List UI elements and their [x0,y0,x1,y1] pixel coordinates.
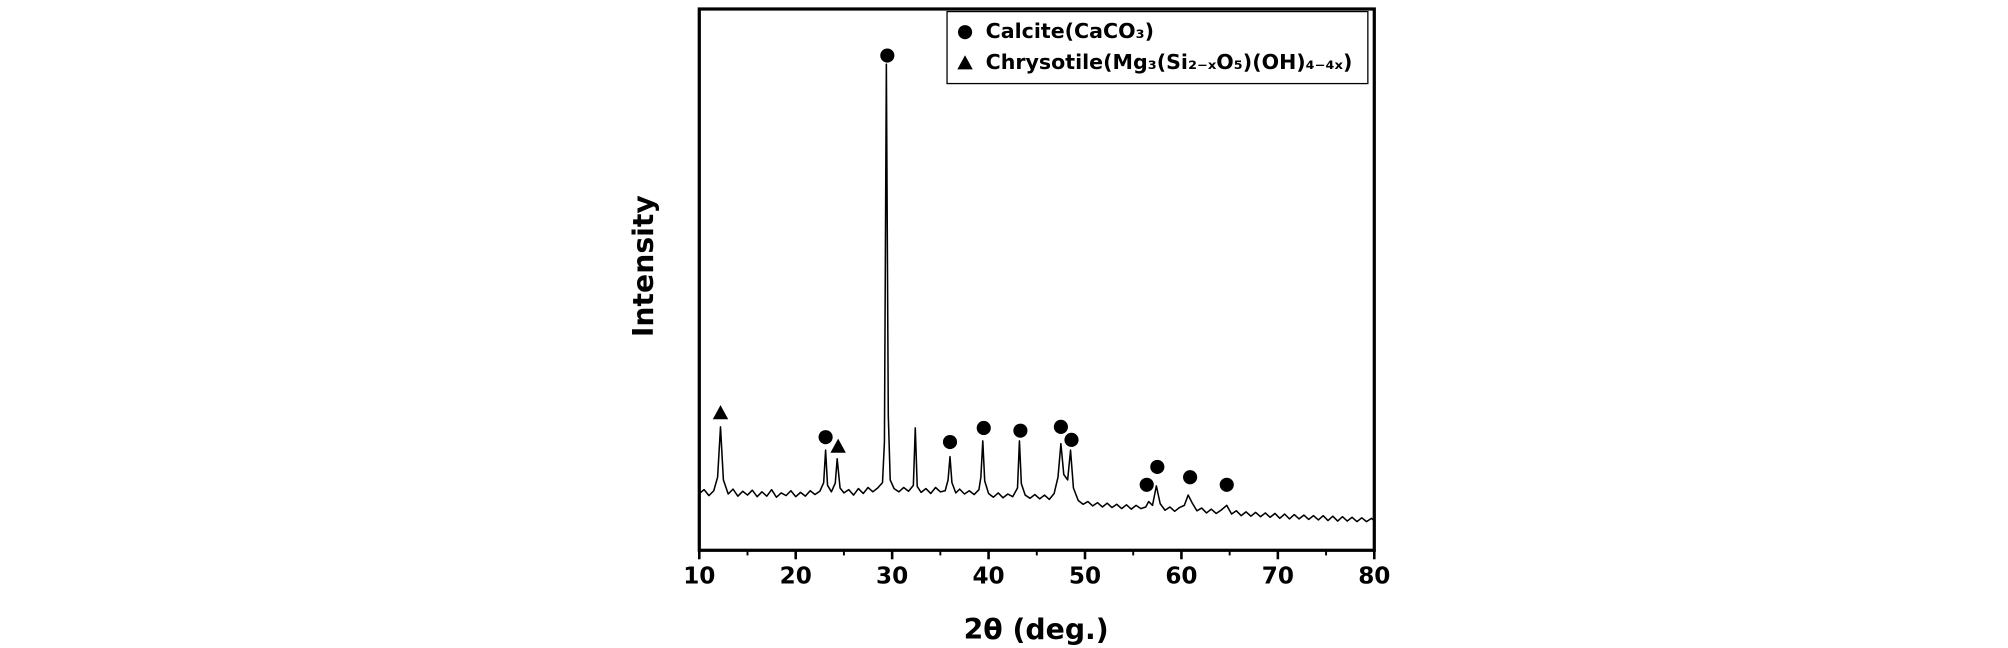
x-axis-label: 2θ (deg.) [964,613,1109,646]
legend-label: Calcite(CaCO₃) [986,19,1154,43]
peak-marker [1183,470,1198,485]
peak-marker [942,434,958,450]
peak-marker [818,430,833,445]
xrd-pattern [698,63,1375,523]
peak-marker [1139,477,1154,492]
x-tick-label: 50 [1069,564,1101,590]
peak-marker [830,438,846,453]
peak-marker [1053,419,1068,434]
x-tick-label: 40 [972,564,1004,590]
x-tick-label: 80 [1358,564,1390,590]
x-tick-label: 20 [780,564,812,590]
peak-marker [1013,423,1028,438]
x-tick-label: 30 [876,564,908,590]
peak-marker [1219,477,1234,492]
peak-marker [1064,432,1079,447]
legend-symbol [957,25,973,40]
x-tick-label: 70 [1262,564,1294,590]
legend: Calcite(CaCO₃) Chrysotile(Mg₃(Si₂₋ₓO₅)(OH… [946,10,1369,85]
x-tick-label: 10 [683,564,715,590]
x-tick-label: 60 [1165,564,1197,590]
legend-box [946,10,1369,85]
peak-marker [880,48,895,63]
peak-marker [976,420,991,436]
plot-frame [697,7,1376,552]
legend-symbol [957,55,973,70]
peak-marker [712,405,729,420]
legend-label: Chrysotile(Mg₃(Si₂₋ₓO₅)(OH)₄₋₄ₓ) [986,50,1353,74]
peak-marker [1150,459,1165,474]
y-axis-label: Intensity [627,195,660,337]
